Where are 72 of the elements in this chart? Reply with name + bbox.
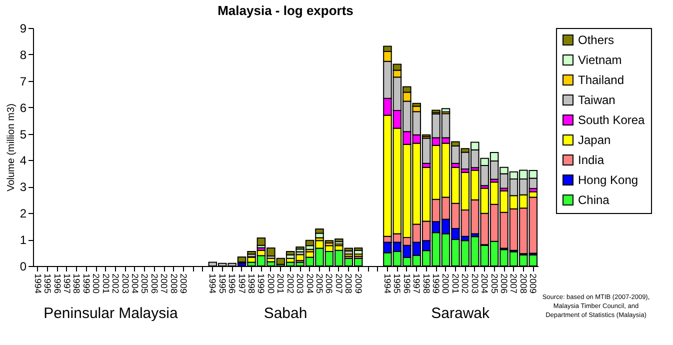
x-tick-label: 1999 — [431, 274, 442, 294]
x-tick-label: 2006 — [324, 274, 334, 294]
x-tick-label: 1997 — [236, 274, 247, 294]
x-tick-label: 2004 — [304, 274, 315, 294]
x-tick-label: 2004 — [480, 274, 490, 294]
x-tick-label: 2004 — [130, 274, 140, 294]
x-tick-label: 1999 — [256, 274, 266, 294]
x-tick-label: 1999 — [81, 274, 92, 294]
x-tick-label: 2000 — [440, 274, 451, 294]
x-tick-label: 1996 — [402, 274, 412, 294]
text: Sabah — [264, 305, 308, 322]
x-tick-label: 2002 — [285, 274, 296, 294]
legend-label: South Korea — [578, 113, 646, 127]
x-tick-label: 2008 — [518, 274, 528, 294]
legend-label: Taiwan — [578, 93, 616, 107]
y-tick-label: 4 — [20, 154, 27, 168]
x-tick-label: 2007 — [334, 274, 344, 294]
legend-label: China — [578, 193, 610, 207]
x-tick-label: 2002 — [460, 274, 470, 294]
x-tick-label: 2009 — [353, 274, 364, 294]
y-tick-label: 8 — [20, 48, 27, 62]
x-tick-label: 1997 — [62, 274, 72, 294]
x-tick-label: 2008 — [168, 274, 179, 294]
y-tick-label: 0 — [20, 260, 27, 274]
x-tick-label: 2006 — [499, 274, 510, 294]
text: Sarawak — [431, 305, 490, 322]
x-tick-label: 1997 — [412, 274, 422, 294]
x-tick-label: 1995 — [42, 274, 53, 294]
legend-label: Others — [578, 33, 614, 47]
y-tick-label: 2 — [20, 206, 27, 221]
x-tick-label: 1998 — [72, 274, 82, 294]
x-tick-label: 2000 — [91, 274, 102, 294]
x-tick-label: 2005 — [489, 274, 500, 294]
chart-title: Malaysia - log exports — [218, 3, 354, 18]
x-tick-label: 1996 — [52, 274, 62, 294]
y-tick-label: 3 — [20, 180, 27, 194]
x-tick-label: 2001 — [450, 274, 460, 294]
x-tick-label: 2002 — [110, 274, 121, 294]
y-axis-title: Volume (million m3) — [6, 104, 17, 192]
x-tick-label: 1994 — [382, 274, 392, 294]
x-tick-label: 2007 — [508, 274, 519, 294]
x-tick-label: 2007 — [159, 274, 170, 294]
x-tick-label: 2003 — [295, 274, 306, 294]
y-tick-label: 5 — [20, 127, 27, 142]
x-tick-label: 2009 — [528, 274, 538, 294]
x-tick-label: 1998 — [246, 274, 257, 294]
x-tick-label: 2006 — [149, 274, 160, 294]
y-tick-label: 9 — [20, 22, 27, 36]
y-tick-label: 7 — [20, 74, 27, 88]
x-tick-label: 1994 — [208, 274, 218, 294]
x-tick-label: 2005 — [140, 274, 150, 294]
y-tick-label: 1 — [20, 233, 27, 248]
x-tick-label: 1998 — [421, 274, 432, 294]
x-tick-label: 2005 — [314, 274, 324, 294]
x-tick-label: 2003 — [470, 274, 480, 294]
x-tick-label: 2001 — [100, 274, 111, 294]
legend-label: Hong Kong — [578, 173, 638, 187]
x-tick-label: 2008 — [344, 274, 354, 294]
x-tick-label: 2009 — [178, 274, 189, 294]
x-tick-label: 2001 — [276, 274, 286, 294]
x-tick-label: 1995 — [217, 274, 228, 294]
x-tick-label: 2003 — [120, 274, 130, 294]
x-tick-label: 1994 — [32, 274, 43, 294]
x-tick-label: 2000 — [266, 274, 276, 294]
x-tick-label: 1996 — [227, 274, 238, 294]
legend-label: Thailand — [578, 73, 624, 87]
legend-label: India — [578, 153, 604, 167]
legend-label: Vietnam — [578, 53, 622, 67]
text: Peninsular Malaysia — [44, 305, 178, 322]
x-tick-label: 1995 — [392, 274, 402, 294]
y-tick-label: 6 — [20, 100, 27, 115]
legend-label: Japan — [578, 133, 611, 147]
